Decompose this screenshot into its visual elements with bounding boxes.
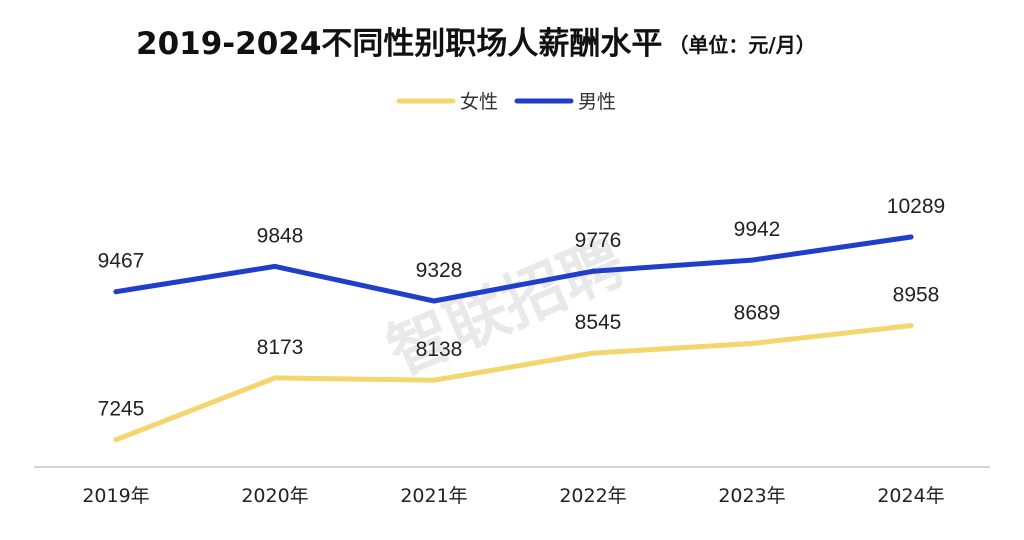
data-label-female: 8545 xyxy=(575,311,622,334)
data-label-male: 9848 xyxy=(257,224,304,247)
data-label-female: 8958 xyxy=(893,284,940,307)
series-layer xyxy=(113,234,914,443)
data-label-male: 9776 xyxy=(575,229,622,252)
chart-title-group: 2019-2024不同性别职场人薪酬水平 （单位：元/月） xyxy=(136,26,816,62)
data-label-female: 8689 xyxy=(734,302,781,325)
legend-item-male: 男性 xyxy=(514,91,616,113)
data-point-female xyxy=(749,341,755,346)
data-point-female xyxy=(431,377,437,383)
x-tick-label: 2024年 xyxy=(877,485,944,507)
data-point-male xyxy=(590,268,596,274)
data-label-female: 7245 xyxy=(98,398,145,421)
data-label-male: 9467 xyxy=(98,250,145,273)
legend-label: 女性 xyxy=(460,91,498,113)
data-point-male xyxy=(749,257,755,263)
data-point-female xyxy=(590,350,596,356)
x-tick-label: 2022年 xyxy=(559,485,626,507)
data-point-female xyxy=(113,437,119,443)
chart-title: 2019-2024不同性别职场人薪酬水平 xyxy=(136,26,662,62)
data-point-female xyxy=(272,375,278,381)
data-point-female xyxy=(908,323,914,329)
legend-label: 男性 xyxy=(578,91,616,113)
data-label-male: 10289 xyxy=(887,195,945,218)
chart-unit-note: （单位：元/月） xyxy=(668,33,815,57)
data-label-female: 8173 xyxy=(257,336,304,359)
data-label-male: 9942 xyxy=(734,218,781,241)
data-point-male xyxy=(272,263,278,269)
data-point-male xyxy=(431,298,437,304)
data-point-male xyxy=(908,234,914,240)
x-tick-label: 2019年 xyxy=(82,485,149,507)
data-label-female: 8138 xyxy=(416,338,463,361)
data-labels-layer: 7245 8173 8138 8545 8689 8958 9467 9848 9328 9776… xyxy=(98,195,946,421)
series-line-female xyxy=(113,323,914,443)
data-label-male: 9328 xyxy=(416,259,463,282)
series-line-male xyxy=(113,234,914,304)
x-tick-label: 2021年 xyxy=(400,485,467,507)
x-axis-tick-labels: 2019年 2020年 2021年 2022年 2023年 2024年 xyxy=(82,485,944,507)
chart-legend: 女性 男性 xyxy=(396,91,616,113)
data-point-male xyxy=(113,289,119,295)
x-tick-label: 2023年 xyxy=(718,485,785,507)
legend-item-female: 女性 xyxy=(396,91,498,113)
x-tick-label: 2020年 xyxy=(241,485,308,507)
